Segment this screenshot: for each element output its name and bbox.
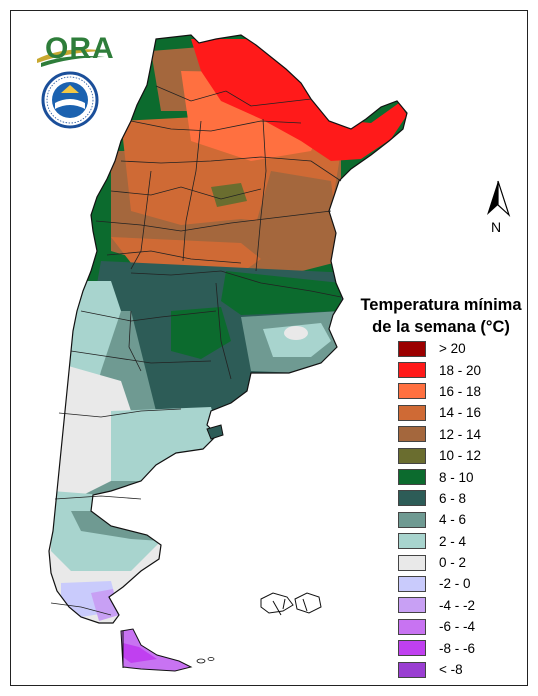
legend-range-label: 4 - 6 [439,512,467,528]
legend-range-label: 10 - 12 [439,448,482,464]
peninsula-valdes [206,424,224,440]
map-frame: ORA N Temperatura mínima de la semana (°… [10,10,528,686]
temperature-map [48,34,408,672]
legend-swatch [398,426,426,443]
legend-range-label: -8 - -6 [439,640,476,656]
north-arrow-icon [487,180,511,217]
legend-swatch [398,554,426,571]
legend-range-label: 0 - 2 [439,555,467,571]
smn-seal-icon [41,71,99,129]
legend-swatch [398,490,426,507]
legend-range-label: -6 - -4 [439,619,476,635]
islas-malvinas [260,592,322,616]
legend-range-label: -4 - -2 [439,597,476,613]
legend-item: 10 - 12 [398,445,481,466]
legend-swatch [398,340,426,357]
legend-item: -4 - -2 [398,595,481,616]
legend-swatch [398,618,426,635]
legend-title-line1: Temperatura mínima [360,296,522,314]
legend-range-label: 18 - 20 [439,362,482,378]
legend-swatch [398,404,426,421]
legend-range-label: 2 - 4 [439,533,467,549]
legend-item: 16 - 18 [398,381,481,402]
legend-range-label: 6 - 8 [439,490,467,506]
legend-item: 2 - 4 [398,531,481,552]
north-label: N [491,219,502,235]
legend-swatch [398,511,426,528]
province-boundaries [50,85,342,616]
legend-range-label: < -8 [439,662,463,678]
legend-item: 8 - 10 [398,466,481,487]
legend-range-label: 16 - 18 [439,383,482,399]
legend-item: -2 - 0 [398,573,481,594]
legend-title-line2: de la semana (°C) [372,318,510,336]
legend-swatch [398,362,426,379]
legend-item: < -8 [398,659,481,680]
legend-swatch [398,575,426,592]
legend-item: 12 - 14 [398,424,481,445]
legend-swatch [398,469,426,486]
legend: > 20 18 - 20 16 - 18 14 - 16 12 - 14 10 - 12 8… [398,338,481,680]
legend-item: 14 - 16 [398,402,481,423]
legend-swatch [398,597,426,614]
ora-swoosh-icon [37,49,109,67]
legend-range-label: 12 - 14 [439,426,482,442]
north-arrow: N [483,179,513,239]
legend-range-label: 14 - 16 [439,405,482,421]
legend-item: 18 - 20 [398,359,481,380]
legend-range-label: > 20 [439,341,466,357]
legend-item: -8 - -6 [398,637,481,658]
legend-item: 6 - 8 [398,488,481,509]
tierra-del-fuego [120,628,193,672]
smn-seal [41,71,99,129]
legend-range-label: 8 - 10 [439,469,474,485]
legend-swatch [398,640,426,657]
legend-item: -6 - -4 [398,616,481,637]
legend-range-label: -2 - 0 [439,576,471,592]
legend-title: Temperatura mínima de la semana (°C) [346,294,527,338]
legend-swatch [398,533,426,550]
ora-logo-text: ORA [45,32,115,65]
legend-item: 0 - 2 [398,552,481,573]
legend-swatch [398,383,426,400]
country-outline [48,34,408,624]
legend-swatch [398,661,426,678]
legend-item: 4 - 6 [398,509,481,530]
legend-item: > 20 [398,338,481,359]
legend-swatch [398,447,426,464]
small-islands [196,657,215,664]
ora-logo: ORA [35,29,115,71]
